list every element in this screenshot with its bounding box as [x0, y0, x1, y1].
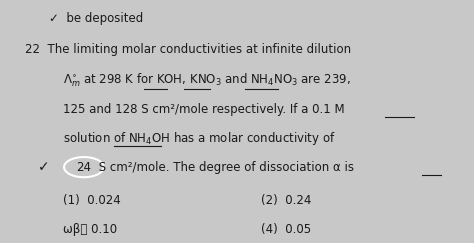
Text: 22  The limiting molar conductivities at infinite dilution: 22 The limiting molar conductivities at …	[25, 43, 351, 56]
Text: ✓  be deposited: ✓ be deposited	[48, 12, 143, 25]
Text: 125 and 128 S cm²/mole respectively. If a 0.1 M: 125 and 128 S cm²/mole respectively. If …	[63, 103, 344, 116]
Text: 24: 24	[76, 161, 91, 174]
Text: solution of NH$_4$OH has a molar conductivity of: solution of NH$_4$OH has a molar conduct…	[63, 130, 335, 147]
Text: ✓: ✓	[38, 160, 50, 174]
Text: $\Lambda^{\circ}_{m}$ at 298 K for KOH, KNO$_3$ and NH$_4$NO$_3$ are 239,: $\Lambda^{\circ}_{m}$ at 298 K for KOH, …	[63, 72, 350, 89]
Text: (1)  0.024: (1) 0.024	[63, 194, 120, 207]
Text: (2)  0.24: (2) 0.24	[261, 194, 311, 207]
Text: ωβ⧸ 0.10: ωβ⧸ 0.10	[63, 223, 117, 236]
Text: (4)  0.05: (4) 0.05	[261, 223, 310, 236]
Text: S cm²/mole. The degree of dissociation α is: S cm²/mole. The degree of dissociation α…	[95, 161, 354, 174]
